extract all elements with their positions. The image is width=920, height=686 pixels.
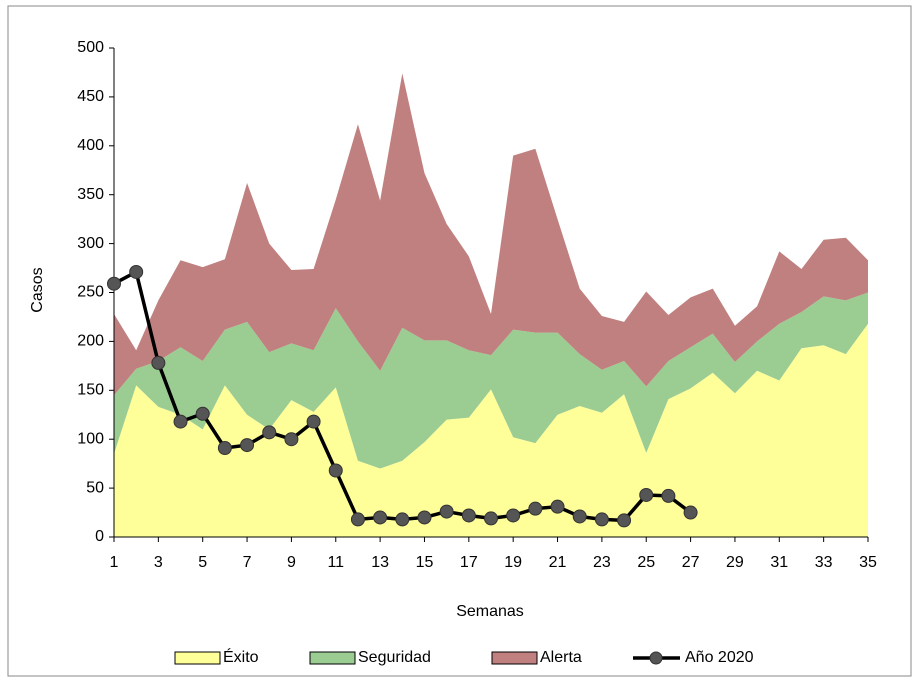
line-marker (151, 355, 166, 370)
y-tick-label: 350 (77, 186, 104, 203)
line-marker (129, 264, 144, 279)
line-marker (306, 414, 321, 429)
line-marker (350, 512, 365, 527)
y-tick-label: 300 (77, 235, 104, 252)
x-tick-label: 27 (682, 554, 700, 571)
line-marker (107, 276, 121, 291)
x-tick-label: 33 (815, 554, 833, 571)
legend-swatch (491, 651, 538, 665)
y-tick-label: 500 (77, 39, 104, 56)
x-tick-label: 11 (327, 554, 344, 571)
x-axis-title: Semanas (456, 603, 524, 620)
y-tick-label: 450 (77, 88, 104, 105)
line-marker (328, 463, 343, 478)
area (114, 73, 868, 396)
y-tick-label: 100 (77, 430, 104, 447)
x-tick-label: 29 (726, 554, 744, 571)
y-axis-title: Casos (29, 267, 46, 312)
line-marker (373, 510, 388, 525)
x-tick-label: 21 (549, 554, 567, 571)
line-marker (173, 414, 188, 429)
line-marker (617, 513, 632, 528)
line-marker (395, 512, 410, 527)
line-marker (284, 432, 299, 447)
x-tick-label: 35 (859, 554, 877, 571)
x-tick-label: 25 (637, 554, 655, 571)
x-tick-label: 15 (416, 554, 434, 571)
line-marker (506, 508, 521, 523)
legend-label: Año 2020 (685, 649, 754, 666)
y-tick-label: 200 (77, 333, 104, 350)
x-tick-label: 5 (198, 554, 207, 571)
line-marker (683, 505, 698, 520)
line-marker (550, 499, 565, 514)
legend-label: Seguridad (358, 649, 431, 666)
line-marker (217, 441, 232, 456)
y-tick-label: 250 (77, 284, 104, 301)
x-tick-label: 17 (460, 554, 478, 571)
legend-swatch (174, 651, 221, 665)
line-marker (461, 508, 476, 523)
x-tick-label: 19 (504, 554, 522, 571)
line-marker (439, 504, 454, 519)
legend-label: Éxito (223, 647, 259, 666)
x-tick-label: 13 (371, 554, 389, 571)
line-marker (572, 509, 587, 524)
line-marker (195, 406, 210, 421)
x-tick-label: 23 (593, 554, 611, 571)
x-tick-label: 3 (154, 554, 163, 571)
line-marker (240, 438, 255, 453)
area (114, 323, 868, 537)
line-marker (639, 487, 654, 502)
line-marker (262, 425, 277, 440)
y-tick-label: 150 (77, 382, 104, 399)
legend-marker (649, 651, 663, 665)
x-tick-label: 1 (110, 554, 119, 571)
x-tick-label: 31 (770, 554, 788, 571)
line-marker (594, 512, 609, 527)
x-tick-label: 7 (243, 554, 252, 571)
line-marker (484, 511, 498, 526)
y-tick-label: 400 (77, 137, 104, 154)
area (114, 292, 868, 469)
legend-swatch (309, 651, 356, 665)
y-tick-label: 50 (86, 479, 104, 496)
line-marker (661, 488, 676, 503)
line-marker (417, 510, 432, 525)
legend-label: Alerta (540, 649, 582, 666)
y-tick-label: 0 (95, 528, 104, 545)
line-marker (528, 501, 543, 516)
chart-frame (7, 5, 912, 677)
x-tick-label: 9 (287, 554, 296, 571)
